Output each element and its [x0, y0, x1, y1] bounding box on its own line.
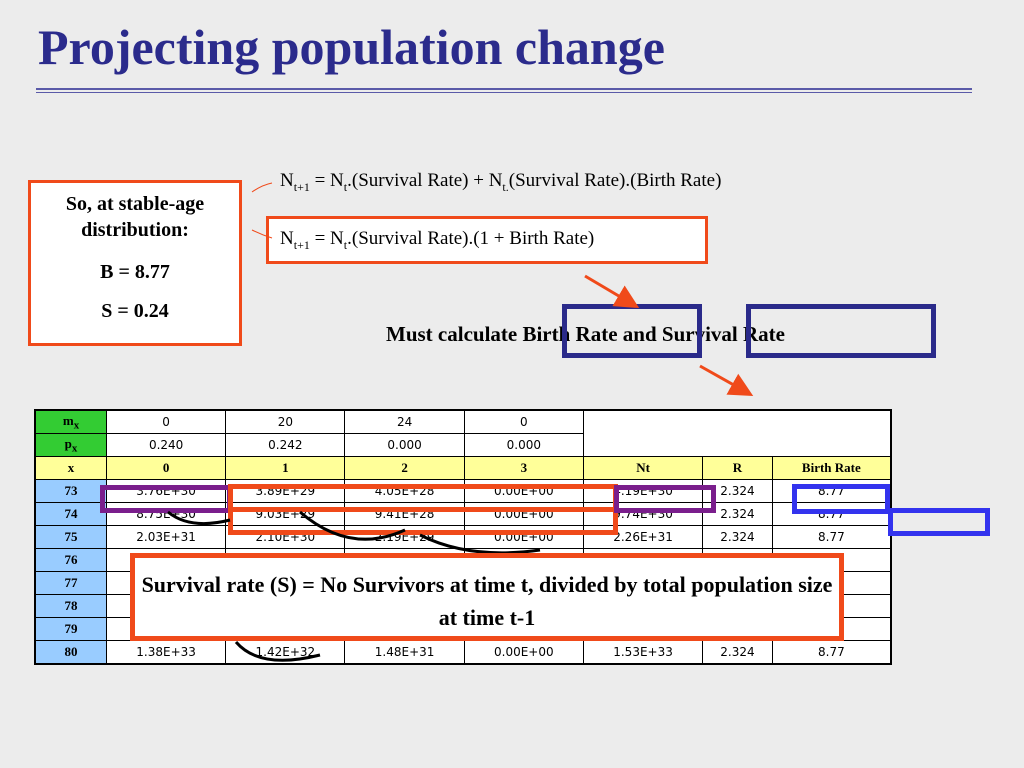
eq1-end: (Survival Rate).(Birth Rate): [508, 170, 722, 191]
arrow-icon: [699, 364, 754, 396]
curve-arrow-icon: [299, 510, 406, 541]
table-cell: 1.38E+33: [105, 640, 227, 665]
curve-arrow-icon: [419, 533, 541, 555]
birth-rate-value: B = 8.77: [100, 261, 170, 283]
birth-rate-cell-highlight: [792, 484, 890, 514]
curve-arrow-icon: [167, 510, 231, 526]
table-row: mx 0 20 24 0: [34, 409, 892, 457]
row-label: 79: [34, 617, 107, 641]
nt-highlight: [614, 485, 716, 513]
eq1-lhs-sub: t+1: [293, 179, 310, 194]
mx-label: mx: [34, 409, 107, 434]
title-divider: [36, 88, 972, 90]
table-cell: 0.240: [105, 433, 227, 457]
px-label: px: [34, 433, 107, 457]
survival-rate-highlight: [746, 304, 936, 358]
table-cell: 2.324: [702, 525, 773, 549]
eq1-n: = N: [309, 170, 344, 191]
table-row: 73 3.76E+30 3.89E+29 4.05E+28 0.00E+00 4.19E+…: [34, 479, 892, 503]
eq2-end: .(Survival Rate).(1 + Birth Rate): [347, 228, 595, 249]
stable-age-heading: So, at stable-age distribution:: [65, 193, 205, 241]
arrow-icon: [584, 274, 640, 309]
table-cell: 0: [105, 409, 227, 434]
eq2-lhs-sub: t+1: [293, 237, 310, 252]
bracket-line: [251, 229, 273, 239]
table-cell: 1.53E+33: [582, 640, 704, 665]
table-cell: 0.000: [344, 433, 465, 457]
bracket-line: [251, 182, 273, 193]
equation-simplified-box: [266, 216, 708, 264]
header-cell: 0: [105, 456, 227, 480]
row-label: 75: [34, 525, 107, 549]
blank-cell: [582, 409, 892, 457]
eq1-sub1: t: [343, 179, 348, 194]
equation-simplified: Nt+1 = Nt.(Survival Rate).(1 + Birth Rat…: [280, 228, 594, 253]
header-cell: x: [34, 456, 107, 480]
table-cell: 8.77: [771, 525, 892, 549]
header-cell: 3: [463, 456, 584, 480]
eq2-n: = N: [309, 228, 344, 249]
header-cell: 2: [344, 456, 465, 480]
title-divider-thin: [36, 92, 972, 93]
eq1-mid: .(Survival Rate) + N: [347, 170, 503, 191]
row-label: 73: [34, 479, 107, 503]
survival-rate-definition: Survival rate (S) = No Survivors at time…: [130, 553, 844, 641]
table-cell: 20: [225, 409, 346, 434]
table-cell: 8.77: [771, 640, 892, 665]
equation-full: Nt+1 = Nt.(Survival Rate) + Nt.(Survival…: [280, 170, 721, 195]
table-row: px 0.240 0.242 0.000 0.000: [34, 433, 891, 457]
slide-title: Projecting population change: [38, 19, 665, 75]
row-74-highlight: [228, 507, 618, 535]
eq1-sub2: t.: [502, 179, 509, 194]
must-calculate-text: Must calculate Birth Rate and Survival R…: [386, 322, 785, 346]
curve-arrow-icon: [234, 640, 321, 662]
row-label: 80: [34, 640, 107, 665]
header-cell: Birth Rate: [771, 456, 892, 480]
eq2-sub1: t: [343, 237, 348, 252]
stable-age-box: So, at stable-age distribution: B = 8.77…: [28, 180, 242, 346]
birth-rate-cell-highlight-2: [888, 508, 990, 536]
header-cell: R: [702, 456, 773, 480]
survival-rate-value: S = 0.24: [101, 300, 169, 322]
eq2-lhs: N: [280, 228, 294, 249]
eq1-lhs: N: [280, 170, 294, 191]
table-row: 75 2.03E+31 2.10E+30 2.19E+29 0.00E+00 2.26E+…: [34, 525, 892, 549]
